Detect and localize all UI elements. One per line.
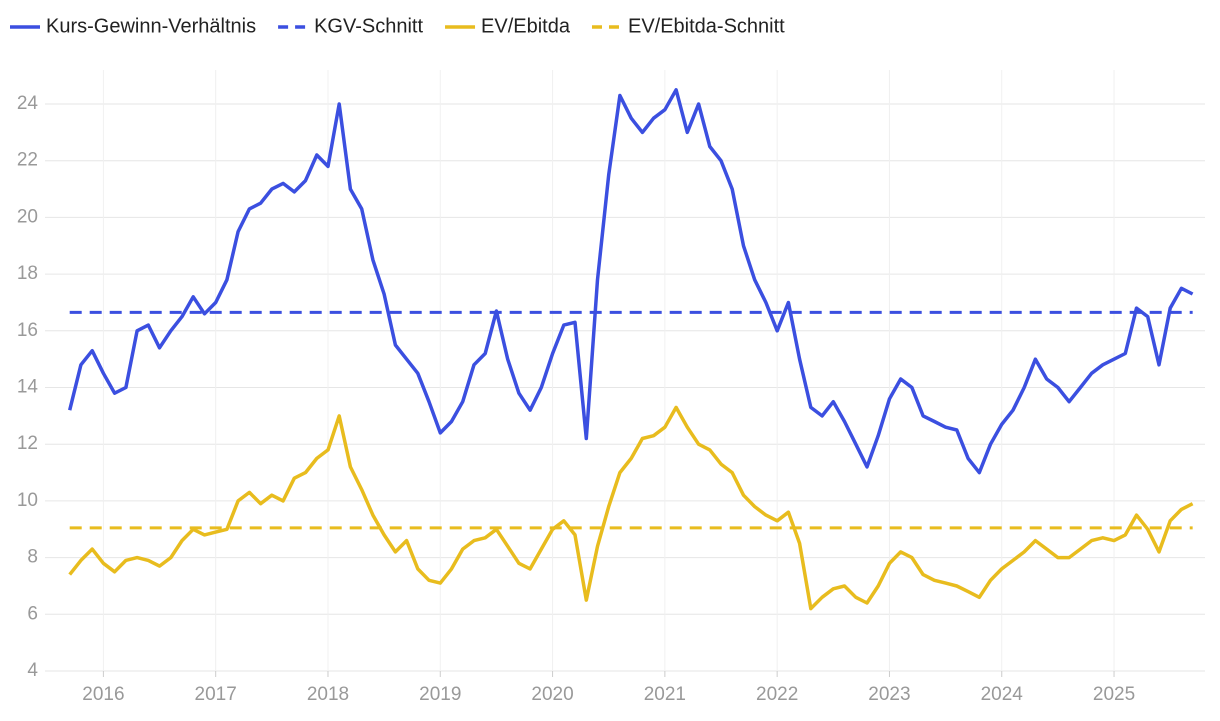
y-tick-label: 14 <box>17 377 39 398</box>
legend-label: KGV-Schnitt <box>314 15 423 37</box>
legend-label: EV/Ebitda-Schnitt <box>628 15 785 37</box>
x-tick-label: 2025 <box>1093 684 1135 705</box>
x-tick-label: 2018 <box>307 684 349 705</box>
x-tick-label: 2022 <box>756 684 798 705</box>
y-tick-label: 20 <box>17 206 38 227</box>
y-tick-label: 22 <box>17 150 38 171</box>
x-tick-label: 2020 <box>531 684 573 705</box>
y-tick-label: 4 <box>27 660 38 681</box>
y-tick-label: 8 <box>27 547 38 568</box>
x-tick-label: 2016 <box>82 684 124 705</box>
legend-label: Kurs-Gewinn-Verhältnis <box>46 15 256 37</box>
y-tick-label: 24 <box>17 93 39 114</box>
series-line <box>68 88 1194 475</box>
series-line <box>68 405 1194 611</box>
x-tick-label: 2017 <box>195 684 237 705</box>
y-tick-label: 10 <box>17 490 38 511</box>
y-tick-label: 6 <box>27 603 38 624</box>
x-tick-label: 2019 <box>419 684 461 705</box>
y-tick-label: 18 <box>17 263 38 284</box>
x-tick-label: 2024 <box>981 684 1024 705</box>
y-tick-label: 12 <box>17 433 38 454</box>
legend-label: EV/Ebitda <box>481 15 571 37</box>
x-tick-label: 2021 <box>644 684 686 705</box>
x-tick-label: 2023 <box>868 684 910 705</box>
y-tick-label: 16 <box>17 320 38 341</box>
